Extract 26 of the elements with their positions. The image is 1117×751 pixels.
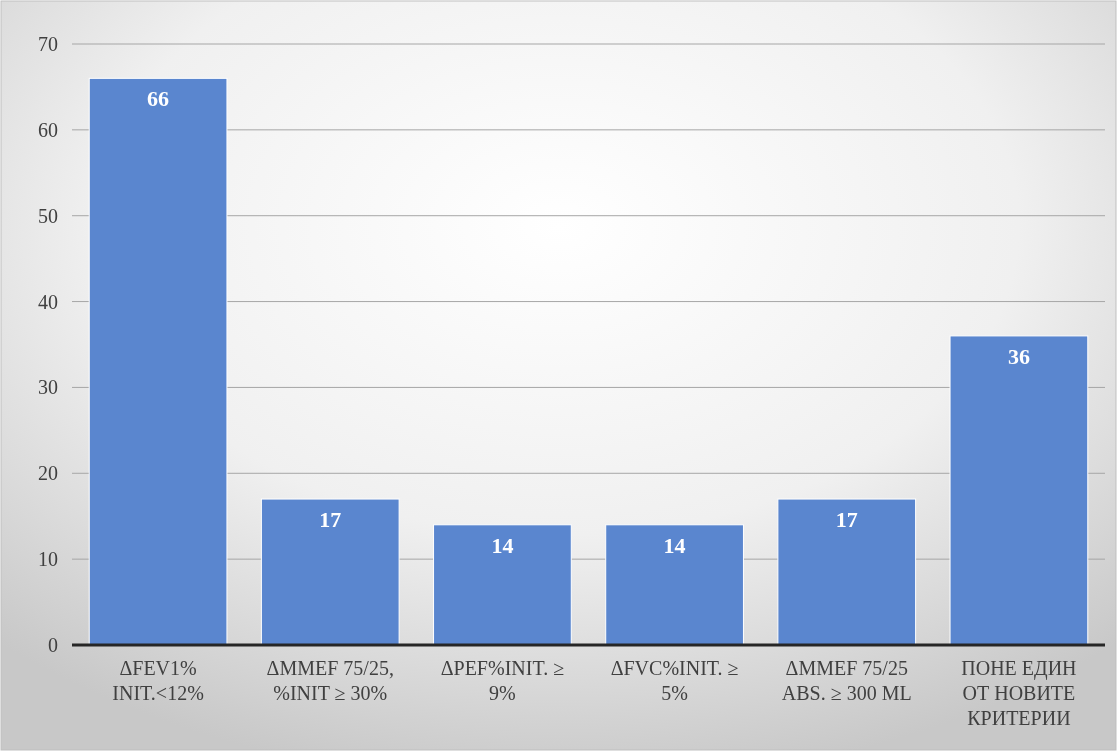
data-label: 36 bbox=[1007, 343, 1030, 369]
x-tick-label: ΔFEV1% INIT.<12% bbox=[112, 657, 204, 704]
bar bbox=[949, 335, 1089, 646]
bar bbox=[605, 524, 744, 646]
y-tick-label: 10 bbox=[38, 548, 58, 571]
y-tick-label: 60 bbox=[38, 118, 58, 141]
data-label: 14 bbox=[663, 532, 686, 558]
y-tick-label: 30 bbox=[38, 376, 58, 399]
data-label: 14 bbox=[491, 532, 514, 558]
x-tick-label: ΔFVC%INIT. ≥ 5% bbox=[610, 657, 739, 704]
bar bbox=[88, 77, 228, 646]
bar bbox=[777, 498, 917, 646]
data-label: 17 bbox=[835, 507, 858, 533]
y-tick-label: 70 bbox=[38, 33, 58, 55]
x-tick-label: ΔMMEF 75/25, %INIT ≥ 30% bbox=[266, 657, 394, 704]
data-label: 17 bbox=[319, 507, 342, 533]
x-tick-label: ΔMMEF 75/25 ABS. ≥ 300 ML bbox=[781, 657, 912, 704]
bar bbox=[433, 524, 572, 646]
x-tick-label: ΔPEF%INIT. ≥ 9% bbox=[440, 657, 565, 704]
y-tick-label: 20 bbox=[38, 462, 58, 485]
y-tick-label: 50 bbox=[38, 204, 58, 227]
data-label: 66 bbox=[147, 86, 170, 112]
x-tick-label: ПОНЕ ЕДИН ОТ НОВИТЕ КРИТЕРИИ bbox=[961, 657, 1077, 729]
y-tick-label: 40 bbox=[38, 290, 58, 313]
bar bbox=[260, 498, 400, 646]
y-tick-label: 0 bbox=[48, 634, 58, 656]
